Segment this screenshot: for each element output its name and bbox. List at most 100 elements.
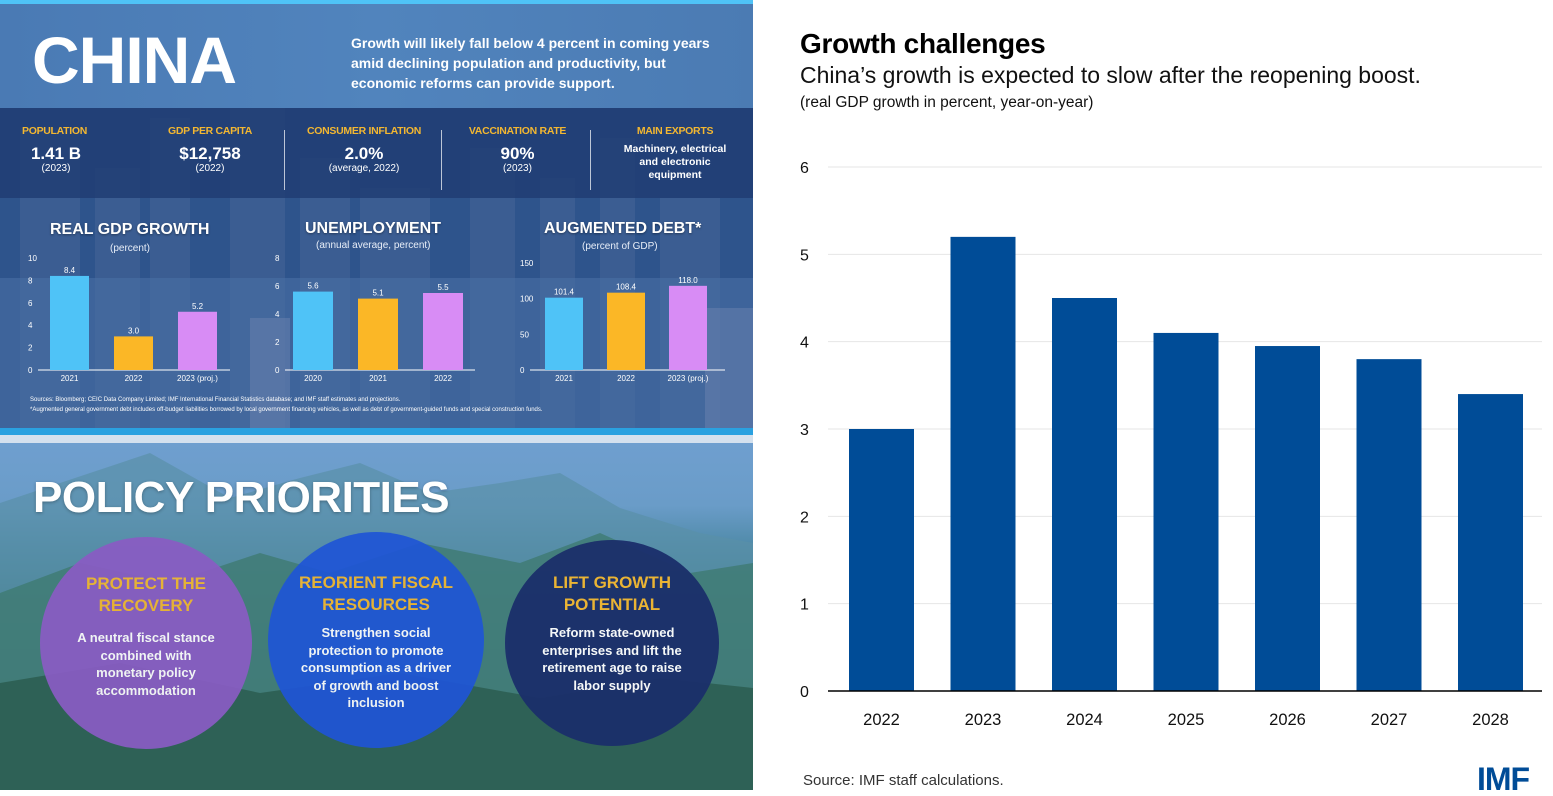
stat-label: MAIN EXPORTS (636, 125, 714, 137)
mini-chart-subtitle: (percent) (110, 243, 151, 254)
stat-label: CONSUMER INFLATION (307, 125, 421, 137)
section-divider (0, 428, 753, 435)
x-tick-label: 2023 (proj.) (668, 374, 709, 383)
policy-body: Strengthen social protection to promote … (300, 625, 452, 710)
x-tick-label: 2023 (proj.) (177, 374, 218, 383)
bar-value-label: 5.2 (192, 302, 204, 311)
y-tick-label: 6 (275, 282, 280, 291)
y-tick-label: 10 (28, 254, 37, 263)
y-tick-label: 3 (800, 422, 809, 439)
y-tick-label: 0 (800, 684, 809, 701)
key-stats-band (0, 108, 753, 198)
gdp-growth-bar-chart: 0 1 2 3 4 5 6 2022 2023 2024 2025 2026 2027 2028 (800, 160, 1542, 729)
bar-value-label: 5.5 (437, 283, 449, 292)
stat-consumer-inflation: CONSUMER INFLATION 2.0% (average, 2022) (300, 125, 428, 174)
stat-divider (284, 130, 285, 190)
bar (50, 275, 89, 370)
mini-chart-title: AUGMENTED DEBT* (544, 220, 702, 237)
bar (1356, 359, 1422, 691)
bar-value-label: 3.0 (128, 326, 140, 335)
x-tick-label: 2022 (125, 374, 143, 383)
stat-main-exports: MAIN EXPORTS Machinery, electrical and e… (615, 125, 735, 182)
y-tick-label: 50 (520, 330, 529, 339)
stat-value: 2.0% (344, 144, 384, 163)
bar-value-label: 101.4 (554, 288, 575, 297)
x-tick-label: 2022 (863, 711, 900, 729)
bar-value-label: 108.4 (616, 283, 637, 292)
footnote-text: *Augmented general government debt inclu… (30, 407, 543, 413)
bar (1255, 346, 1320, 691)
bar (1458, 394, 1523, 691)
bar (358, 298, 398, 370)
sources-text: Sources: Bloomberg; CEIC Data Company Li… (30, 397, 401, 403)
chart-subtitle: China’s growth is expected to slow after… (800, 62, 1421, 88)
mini-chart-subtitle: (annual average, percent) (316, 240, 431, 251)
x-tick-label: 2021 (555, 374, 573, 383)
x-tick-label: 2020 (304, 374, 322, 383)
stat-value: 90% (500, 144, 535, 163)
policy-circle-lift-growth: LIFT GROWTH POTENTIAL Reform state-owned… (505, 540, 719, 746)
stat-note: (average, 2022) (328, 163, 400, 174)
china-infographic: CHINA Growth will likely fall below 4 pe… (0, 0, 753, 790)
bar (607, 292, 645, 370)
stat-note: (2023) (41, 163, 71, 174)
bar-value-label: 5.6 (307, 282, 319, 291)
stat-note: (2022) (195, 163, 225, 174)
bar-value-label: 118.0 (678, 276, 698, 285)
policy-circle-protect-recovery: PROTECT THE RECOVERY A neutral fiscal st… (40, 537, 252, 749)
bar (1153, 332, 1219, 691)
y-tick-label: 4 (275, 310, 280, 319)
stat-gdp-per-capita: GDP PER CAPITA $12,758 (2022) (160, 125, 260, 174)
augmented-debt-chart: 0 50 100 150 101.4 2021 108.4 2022 118.0 2023 (pr… (520, 259, 725, 383)
mini-chart-title: REAL GDP GROWTH (50, 221, 210, 238)
y-tick-label: 4 (800, 335, 809, 352)
policy-body: Reform state-owned enterprises and lift … (542, 625, 682, 693)
stat-value: 1.41 B (30, 144, 82, 163)
y-tick-label: 150 (520, 259, 534, 268)
x-tick-label: 2023 (965, 711, 1002, 729)
imf-logo: IMF (1477, 761, 1530, 796)
policy-circle-reorient-fiscal: REORIENT FISCAL RESOURCES Strengthen soc… (268, 532, 484, 748)
stat-value: $12,758 (179, 144, 241, 163)
bar (950, 236, 1016, 691)
real-gdp-growth-chart: 0 2 4 6 8 10 8.4 2021 3.0 2022 5.2 2023 (proj.) (28, 254, 230, 383)
bar-value-label: 8.4 (64, 266, 76, 275)
y-tick-label: 8 (275, 254, 280, 263)
stat-note: (2023) (503, 163, 532, 174)
stat-label: POPULATION (22, 125, 88, 137)
policy-priorities-title: POLICY PRIORITIES (33, 473, 450, 522)
chart-unit-label: (real GDP growth in percent, year-on-yea… (800, 94, 1094, 111)
x-tick-label: 2021 (61, 374, 79, 383)
stat-vaccination-rate: VACCINATION RATE 90% (2023) (460, 125, 575, 174)
bar (545, 297, 583, 370)
accent-strip (0, 0, 753, 4)
policy-body: A neutral fiscal stance combined with mo… (77, 630, 215, 698)
chart-source: Source: IMF staff calculations. (803, 772, 1004, 789)
x-tick-label: 2022 (617, 374, 635, 383)
bar (669, 285, 707, 370)
stat-label: GDP PER CAPITA (167, 125, 253, 137)
unemployment-chart: 0 2 4 6 8 5.6 2020 5.1 2021 5.5 2022 (275, 254, 475, 383)
mini-chart-subtitle: (percent of GDP) (582, 241, 658, 252)
bar (114, 336, 153, 370)
y-tick-label: 100 (520, 295, 534, 304)
x-tick-label: 2021 (369, 374, 387, 383)
y-tick-label: 8 (28, 276, 33, 285)
y-tick-label: 6 (28, 299, 33, 308)
x-tick-label: 2024 (1066, 711, 1103, 729)
y-tick-label: 0 (520, 366, 525, 375)
policy-heading: LIFT GROWTH POTENTIAL (552, 573, 672, 614)
y-tick-label: 4 (28, 321, 33, 330)
y-tick-label: 0 (275, 366, 280, 375)
bar (293, 291, 333, 370)
y-tick-label: 5 (800, 247, 809, 264)
x-tick-label: 2022 (434, 374, 452, 383)
x-tick-label: 2027 (1371, 711, 1408, 729)
stat-divider (590, 130, 591, 190)
title-band (0, 4, 753, 108)
y-tick-label: 2 (275, 338, 280, 347)
stat-text: Machinery, electrical and electronic equ… (623, 143, 727, 181)
x-tick-label: 2028 (1472, 711, 1509, 729)
bar-value-label: 5.1 (372, 289, 384, 298)
country-summary: Growth will likely fall below 4 percent … (351, 35, 710, 91)
